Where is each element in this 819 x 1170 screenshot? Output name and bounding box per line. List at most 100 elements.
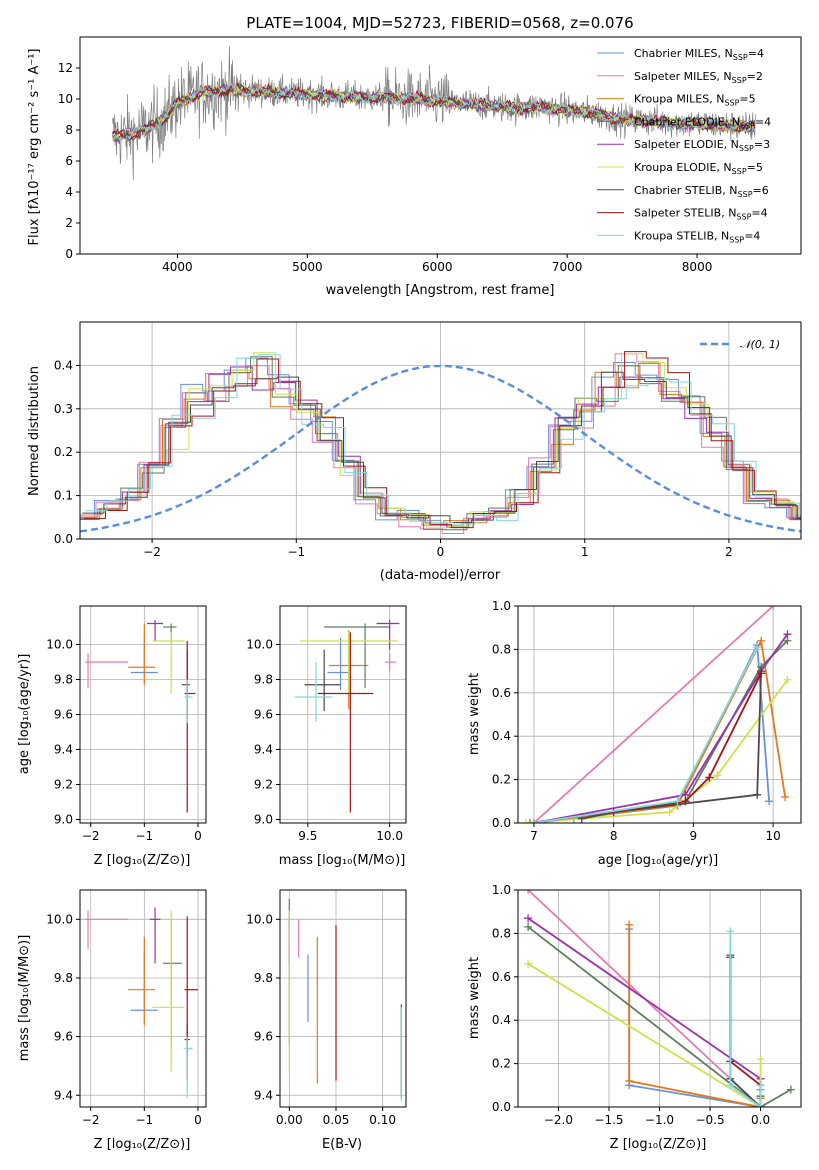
x-tick-label: 2 bbox=[725, 545, 733, 559]
y-tick-label: 9.6 bbox=[54, 1030, 73, 1044]
y-tick-label: 0.2 bbox=[492, 773, 511, 787]
point-salpeter-stelib bbox=[184, 641, 196, 813]
x-tick-label: −1.0 bbox=[645, 1113, 674, 1127]
spectrum-marks bbox=[112, 46, 756, 181]
y-tick-label: 9.6 bbox=[254, 1030, 273, 1044]
residuals-frame bbox=[79, 321, 802, 540]
age-vs-Z-ylabel: age [log₁₀(age/yr)] bbox=[17, 654, 32, 775]
y-tick-label: 9.0 bbox=[54, 813, 73, 827]
x-tick-label: −2 bbox=[143, 545, 161, 559]
y-tick-label: 0.2 bbox=[492, 1057, 511, 1071]
mass-vs-Z-marks bbox=[85, 907, 198, 1099]
y-tick-label: 0.6 bbox=[492, 970, 511, 984]
y-tick-label: 0.4 bbox=[54, 358, 73, 372]
series-marker bbox=[705, 773, 714, 782]
series-marker bbox=[726, 927, 735, 936]
y-tick-label: 9.6 bbox=[254, 708, 273, 722]
y-tick-label: 9.4 bbox=[254, 1088, 273, 1102]
y-tick-label: 9.8 bbox=[254, 673, 273, 687]
spectrum-frame bbox=[79, 36, 802, 255]
spectrum-plot-area: 4000 5000 6000 7000 8000 0 2 4 6 8 10 12 Chabrier MI… bbox=[58, 36, 802, 274]
y-tick-label: 0.0 bbox=[54, 532, 73, 546]
x-tick-label: 0 bbox=[194, 1113, 202, 1127]
panel-mass-vs-Z: −2 −1 0 9.4 9.6 9.8 10.0 Z [log₁₀(Z/Z⊙)] mass … bbox=[17, 889, 207, 1152]
weight-vs-Z-xlabel: Z [log₁₀(Z/Z⊙)] bbox=[610, 1137, 707, 1152]
series-line bbox=[628, 929, 762, 1107]
legend-label-kroupa-miles: Kroupa MILES, NSSP=5 bbox=[634, 93, 756, 108]
x-tick-label: 5000 bbox=[292, 260, 323, 274]
point-salpeter-miles bbox=[85, 910, 129, 949]
x-tick-label: −0.5 bbox=[695, 1113, 724, 1127]
series-marker bbox=[681, 797, 690, 806]
point-chabrier-elodie bbox=[324, 623, 390, 689]
spectrum-legend: Chabrier MILES, NSSP=4 Salpeter MILES, NS… bbox=[597, 47, 771, 244]
y-tick-label: 0.4 bbox=[492, 1013, 511, 1027]
point-salpeter-elodie bbox=[376, 620, 400, 650]
spectrum-ylabel: Flux [fλ10⁻¹⁷ erg cm⁻² s⁻¹ A⁻¹] bbox=[27, 49, 42, 246]
series-marker bbox=[783, 675, 792, 684]
x-tick-label: −2 bbox=[82, 829, 100, 843]
mass-vs-Z-xlabel: Z [log₁₀(Z/Z⊙)] bbox=[94, 1137, 191, 1152]
series-line bbox=[729, 955, 762, 1107]
legend-label-salpeter-miles: Salpeter MILES, NSSP=2 bbox=[634, 70, 763, 85]
series-marker bbox=[783, 630, 792, 639]
weight-vs-Z-frame bbox=[517, 889, 802, 1108]
y-tick-label: 12 bbox=[58, 61, 73, 75]
y-tick-label: 9.8 bbox=[54, 971, 73, 985]
x-tick-label: 8000 bbox=[682, 260, 713, 274]
y-tick-label: 9.8 bbox=[254, 971, 273, 985]
series-line bbox=[527, 963, 762, 1107]
mass-vs-Z-plot-area: −2 −1 0 9.4 9.6 9.8 10.0 bbox=[46, 889, 207, 1127]
series-marker bbox=[757, 669, 766, 678]
series-line bbox=[527, 917, 762, 1107]
y-tick-label: 2 bbox=[65, 216, 73, 230]
weight-vs-age-marks bbox=[521, 606, 792, 823]
series-marker bbox=[524, 922, 533, 931]
y-tick-label: 9.0 bbox=[254, 813, 273, 827]
histogram-kroupa-miles bbox=[80, 363, 801, 526]
age-vs-mass-xlabel: mass [log₁₀(M/M⊙)] bbox=[279, 853, 406, 868]
point-kroupa-miles bbox=[128, 623, 156, 685]
series-chabrier-stelib bbox=[577, 667, 766, 823]
y-tick-label: 0 bbox=[65, 247, 73, 261]
series-chabrier-miles bbox=[569, 641, 774, 823]
panel-residuals: −2 −1 0 1 2 0.0 0.1 0.2 0.3 0.4 𝒩(0, 1) (data-mode… bbox=[27, 321, 802, 583]
x-tick-label: 1 bbox=[581, 545, 589, 559]
series-marker bbox=[524, 890, 533, 894]
series-chabrier-elodie bbox=[525, 636, 792, 823]
panel-mass-vs-ebv: 0.00 0.05 0.10 9.4 9.6 9.8 10.0 E(B-V) bbox=[246, 889, 407, 1152]
mass-vs-ebv-xlabel: E(B-V) bbox=[322, 1137, 362, 1152]
point-salpeter-elodie bbox=[149, 907, 161, 964]
series-line bbox=[525, 679, 789, 823]
series-marker bbox=[625, 920, 634, 929]
x-tick-label: −1 bbox=[135, 829, 153, 843]
legend-label-chabrier-miles: Chabrier MILES, NSSP=4 bbox=[634, 47, 764, 62]
x-tick-label: 0.00 bbox=[276, 1113, 303, 1127]
series-marker bbox=[529, 819, 538, 823]
x-tick-label: 0.10 bbox=[369, 1113, 396, 1127]
age-vs-Z-marks bbox=[85, 620, 196, 813]
y-tick-label: 0.4 bbox=[492, 729, 511, 743]
series-line bbox=[533, 633, 789, 823]
point-kroupa-stelib bbox=[294, 662, 333, 722]
y-tick-label: 0.0 bbox=[492, 816, 511, 830]
residuals-legend: 𝒩(0, 1) bbox=[700, 338, 780, 351]
mass-vs-ebv-plot-area: 0.00 0.05 0.10 9.4 9.6 9.8 10.0 bbox=[246, 889, 407, 1127]
x-tick-label: 0.05 bbox=[323, 1113, 350, 1127]
residuals-xlabel: (data-model)/error bbox=[380, 568, 501, 583]
mass-vs-ebv-frame bbox=[279, 889, 407, 1108]
series-marker bbox=[625, 1076, 634, 1085]
age-vs-mass-marks bbox=[294, 620, 400, 813]
spectrum-model-salpeter-stelib bbox=[112, 82, 756, 142]
histogram-chabrier-stelib bbox=[82, 371, 801, 523]
panel-spectrum: PLATE=1004, MJD=52723, FIBERID=0568, z=0… bbox=[27, 14, 802, 298]
panel-age-vs-Z: −2 −1 0 9.0 9.2 9.4 9.6 9.8 10.0 Z [log₁₀(Z/Z⊙)]… bbox=[17, 605, 207, 868]
weight-vs-age-xlabel: age [log₁₀(age/yr)] bbox=[598, 853, 719, 868]
weight-vs-Z-ylabel: mass weight bbox=[467, 957, 482, 1039]
series-line bbox=[533, 672, 762, 823]
point-kroupa-elodie bbox=[152, 632, 185, 694]
y-tick-label: 9.4 bbox=[254, 743, 273, 757]
series-line bbox=[573, 641, 770, 820]
histogram-salpeter-stelib bbox=[83, 351, 801, 529]
y-tick-label: 9.6 bbox=[54, 708, 73, 722]
